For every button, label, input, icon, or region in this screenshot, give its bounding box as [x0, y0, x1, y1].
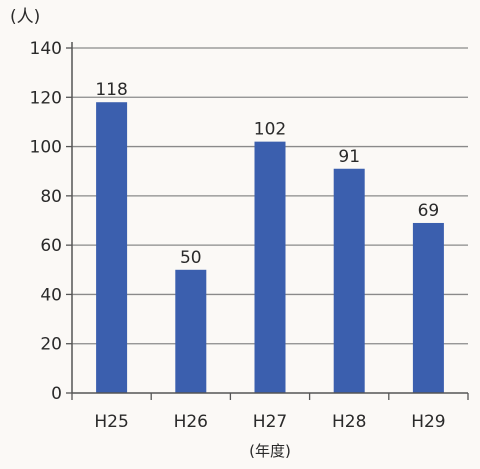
bar-h26: [175, 269, 207, 393]
bar-h27: [254, 141, 286, 393]
x-axis-title: (年度): [249, 442, 291, 460]
axes: [66, 42, 469, 400]
x-tick-label: H25: [94, 412, 128, 432]
x-tick-label: H26: [174, 412, 208, 432]
bar-h28: [333, 168, 365, 393]
y-tick-label: 0: [51, 384, 62, 404]
data-label: 91: [338, 147, 360, 167]
y-tick-label: 60: [40, 236, 62, 256]
y-tick-label: 80: [40, 187, 62, 207]
data-label: 69: [418, 201, 440, 221]
bars: [96, 102, 444, 393]
y-tick-label: 120: [30, 88, 62, 108]
bar-h25: [96, 102, 128, 393]
y-tick-label: 140: [30, 39, 62, 59]
y-tick-label: 100: [30, 138, 62, 158]
y-tick-label: 40: [40, 285, 62, 305]
data-label: 102: [254, 120, 286, 140]
data-label: 118: [95, 80, 127, 100]
y-unit-label: (人): [10, 7, 40, 27]
x-tick-label: H29: [411, 412, 445, 432]
x-tick-label: H27: [253, 412, 287, 432]
x-tick-label: H28: [332, 412, 366, 432]
bar-h29: [412, 222, 444, 393]
y-tick-label: 20: [40, 335, 62, 355]
labels: (人) (年度) 0 20 40 60 80 100 120 140 118 H25 50 H26 10…: [10, 7, 446, 460]
data-label: 50: [180, 248, 202, 268]
